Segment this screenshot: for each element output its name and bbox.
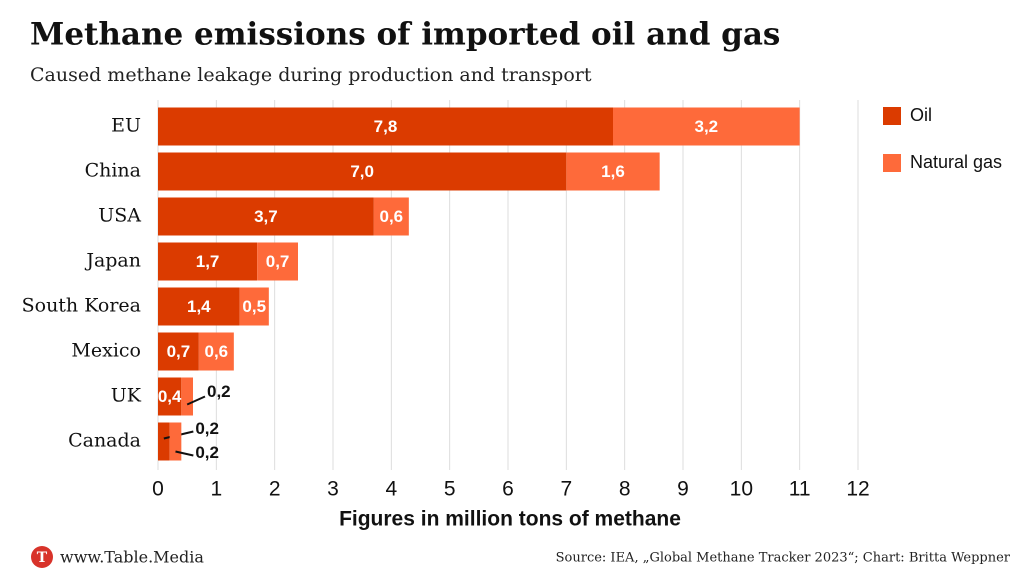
- chart-subtitle: Caused methane leakage during production…: [30, 64, 592, 86]
- value-label: 1,4: [187, 297, 211, 316]
- value-label: 7,0: [350, 162, 374, 181]
- bar-segment: [257, 242, 298, 281]
- y-tick-label: Canada: [68, 430, 141, 452]
- x-tick-label: 10: [730, 478, 753, 501]
- bar-segment: [373, 197, 409, 236]
- x-axis-title: Figures in million tons of methane: [339, 508, 681, 531]
- bar-segment: [158, 242, 258, 281]
- y-tick-label: Mexico: [71, 340, 141, 362]
- bar-segment: [158, 332, 199, 371]
- value-label: 0,2: [207, 382, 231, 401]
- value-label: 3,2: [695, 117, 719, 136]
- bar-segment: [158, 287, 240, 326]
- legend-label: Natural gas: [910, 152, 1002, 172]
- value-label: 3,7: [254, 207, 278, 226]
- x-tick-label: 11: [789, 478, 811, 501]
- value-label: 0,4: [158, 387, 182, 406]
- chart-title: Methane emissions of imported oil and ga…: [30, 17, 780, 53]
- legend-swatch: [883, 154, 901, 172]
- brand: www.Table.Media: [60, 548, 204, 567]
- logo-text: T: [37, 550, 48, 566]
- logo-circle: [31, 546, 53, 568]
- bar-segment: [239, 287, 269, 326]
- bar-segment: [181, 377, 193, 416]
- bar-segment: [158, 377, 182, 416]
- y-tick-label: USA: [98, 205, 141, 227]
- legend-swatch: [883, 107, 901, 125]
- bar-segment: [198, 332, 234, 371]
- x-tick-label: 9: [677, 478, 689, 501]
- y-tick-label: Japan: [84, 250, 141, 272]
- value-label: 1,7: [196, 252, 220, 271]
- y-tick-label: South Korea: [22, 295, 141, 317]
- value-label: 1,6: [601, 162, 625, 181]
- bar-segment: [169, 422, 182, 461]
- x-tick-label: 3: [327, 478, 339, 501]
- value-label: 0,2: [195, 443, 219, 462]
- y-tick-label: EU: [111, 115, 141, 137]
- x-tick-label: 6: [502, 478, 514, 501]
- leader-line: [186, 395, 206, 406]
- x-tick-label: 8: [619, 478, 631, 501]
- x-tick-label: 1: [210, 478, 222, 501]
- bar-segment: [158, 152, 567, 191]
- value-label: 0,6: [380, 207, 404, 226]
- bar-segment: [613, 107, 800, 146]
- y-tick-label: China: [85, 160, 141, 182]
- bar-segment: [158, 107, 613, 146]
- leader-line: [175, 450, 194, 457]
- source: Source: IEA, „Global Methane Tracker 202…: [556, 551, 1011, 566]
- y-tick-label: UK: [111, 385, 142, 407]
- x-tick-label: 12: [846, 478, 869, 501]
- x-tick-label: 2: [269, 478, 281, 501]
- bar-segment: [158, 197, 374, 236]
- value-label: 0,5: [242, 297, 266, 316]
- x-tick-label: 5: [444, 478, 456, 501]
- value-label: 7,8: [374, 117, 398, 136]
- value-label: 0,6: [205, 342, 229, 361]
- legend-label: Oil: [910, 105, 932, 125]
- x-tick-label: 0: [152, 478, 164, 501]
- x-tick-label: 4: [385, 478, 397, 501]
- value-label: 0,2: [195, 419, 219, 438]
- bar-segment: [566, 152, 660, 191]
- value-label: 0,7: [167, 342, 191, 361]
- x-tick-label: 7: [560, 478, 572, 501]
- bar-segment: [158, 422, 170, 461]
- value-label: 0,7: [266, 252, 290, 271]
